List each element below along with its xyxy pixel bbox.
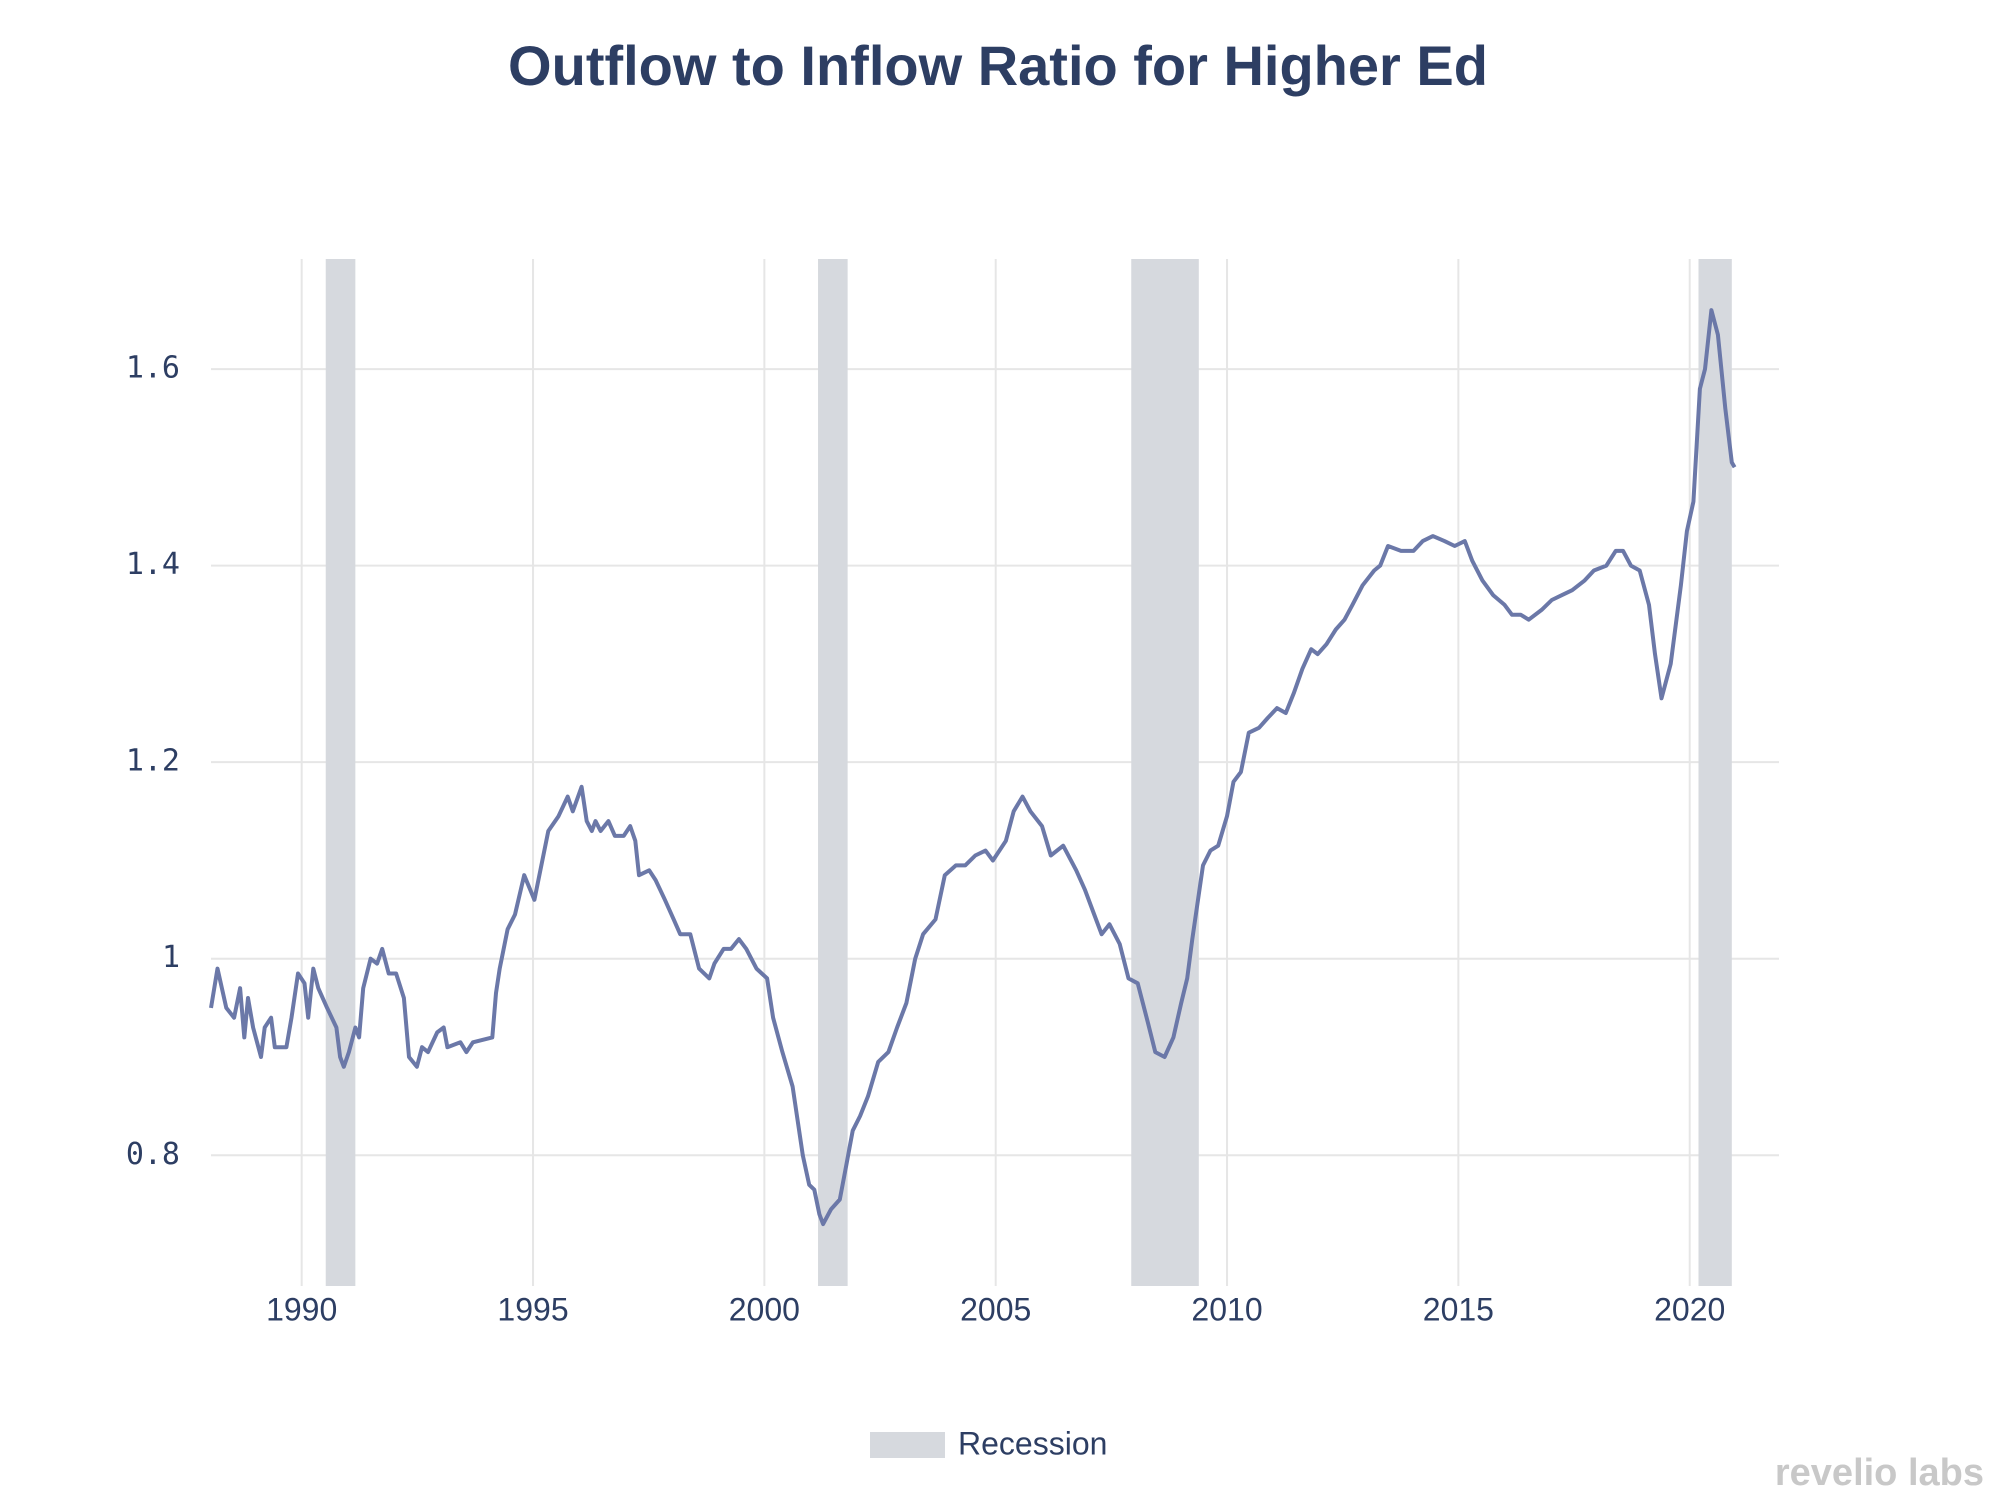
y-tick-label: 1.2 xyxy=(126,744,180,779)
legend-label: Recession xyxy=(958,1425,1107,1461)
x-tick-label: 2005 xyxy=(960,1291,1031,1327)
legend-swatch xyxy=(870,1432,945,1458)
y-tick-label: 1 xyxy=(162,940,180,975)
y-tick-label: 1.6 xyxy=(126,351,180,386)
x-tick-label: 1995 xyxy=(497,1291,568,1327)
recession-band xyxy=(325,259,356,1286)
recession-band xyxy=(818,259,848,1286)
y-tick-label: 1.4 xyxy=(126,547,180,582)
x-tick-label: 2010 xyxy=(1191,1291,1262,1327)
x-tick-label: 2015 xyxy=(1423,1291,1494,1327)
y-tick-label: 0.8 xyxy=(126,1137,180,1172)
x-tick-label: 1990 xyxy=(266,1291,337,1327)
watermark: revelio labs xyxy=(1775,1452,1984,1494)
x-tick-label: 2000 xyxy=(729,1291,800,1327)
data-line xyxy=(209,308,1737,1227)
recession-band xyxy=(1131,259,1199,1286)
x-tick-label: 2020 xyxy=(1654,1291,1725,1327)
chart-title: Outflow to Inflow Ratio for Higher Ed xyxy=(508,34,1488,97)
